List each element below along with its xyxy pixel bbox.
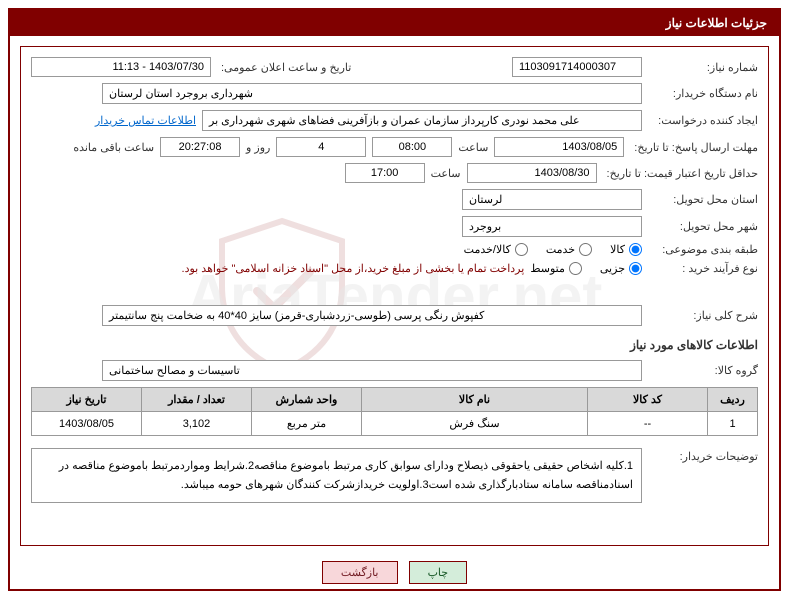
proc-motavaset-radio[interactable] [569, 262, 582, 275]
main-container: جزئیات اطلاعات نیاز AriaTender.net شماره… [8, 8, 781, 591]
td-qty: 3,102 [142, 412, 252, 436]
process-radio-group: جزیی متوسط [530, 262, 642, 275]
process-note: پرداخت تمام یا بخشی از مبلغ خرید،از محل … [182, 262, 525, 275]
th-code: کد کالا [588, 388, 708, 412]
saat-label-1: ساعت [458, 141, 488, 154]
min-validity-time: 17:00 [345, 163, 425, 183]
delivery-province-value: لرستان [462, 189, 642, 210]
content-panel: AriaTender.net شماره نیاز: 1103091714000… [20, 46, 769, 546]
proc-motavaset-option[interactable]: متوسط [530, 262, 582, 275]
td-code: -- [588, 412, 708, 436]
category-radio-group: کالا خدمت کالا/خدمت [464, 243, 642, 256]
delivery-city-label: شهر محل تحویل: [648, 220, 758, 233]
deadline-send-label: مهلت ارسال پاسخ: تا تاریخ: [630, 141, 758, 154]
td-name: سنگ فرش [362, 412, 588, 436]
requester-value: علی محمد نودری کارپرداز سازمان عمران و ب… [202, 110, 642, 131]
cat-kalakhedmat-radio[interactable] [515, 243, 528, 256]
th-row: ردیف [708, 388, 758, 412]
proc-jozi-option[interactable]: جزیی [600, 262, 642, 275]
min-validity-label: حداقل تاریخ اعتبار قیمت: تا تاریخ: [603, 167, 758, 180]
td-unit: متر مربع [252, 412, 362, 436]
th-name: نام کالا [362, 388, 588, 412]
group-label: گروه کالا: [648, 364, 758, 377]
page-title: جزئیات اطلاعات نیاز [666, 16, 767, 30]
days-remain: 4 [276, 137, 366, 157]
need-no-label: شماره نیاز: [648, 61, 758, 74]
proc-jozi-radio[interactable] [629, 262, 642, 275]
requester-label: ایجاد کننده درخواست: [648, 114, 758, 127]
cat-kala-radio[interactable] [629, 243, 642, 256]
cat-khedmat-radio[interactable] [579, 243, 592, 256]
cat-kalakhedmat-option[interactable]: کالا/خدمت [464, 243, 528, 256]
announce-value: 1403/07/30 - 11:13 [31, 57, 211, 77]
buyer-notes-box: 1.کلیه اشخاص حقیقی یاحقوقی ذیصلاح ودارای… [31, 448, 642, 503]
delivery-province-label: استان محل تحویل: [648, 193, 758, 206]
buyer-org-value: شهرداری بروجرد استان لرستان [102, 83, 642, 104]
remain-label: ساعت باقی مانده [73, 141, 154, 154]
buyer-notes-label: توضیحات خریدار: [648, 444, 758, 463]
saat-label-2: ساعت [431, 167, 461, 180]
cat-khedmat-option[interactable]: خدمت [546, 243, 592, 256]
back-button[interactable]: بازگشت [322, 561, 398, 584]
roz-va-label: روز و [246, 141, 270, 154]
th-qty: تعداد / مقدار [142, 388, 252, 412]
goods-table: ردیف کد کالا نام کالا واحد شمارش تعداد /… [31, 387, 758, 436]
process-label: نوع فرآیند خرید : [648, 262, 758, 275]
announce-label: تاریخ و ساعت اعلان عمومی: [217, 61, 351, 74]
buyer-org-label: نام دستگاه خریدار: [648, 87, 758, 100]
goods-section-title: اطلاعات کالاهای مورد نیاز [31, 338, 758, 352]
td-date: 1403/08/05 [32, 412, 142, 436]
button-bar: چاپ بازگشت [10, 561, 779, 584]
td-idx: 1 [708, 412, 758, 436]
category-label: طبقه بندی موضوعی: [648, 243, 758, 256]
page-header: جزئیات اطلاعات نیاز [10, 10, 779, 36]
time-remain: 20:27:08 [160, 137, 240, 157]
delivery-city-value: بروجرد [462, 216, 642, 237]
deadline-send-time: 08:00 [372, 137, 452, 157]
general-desc-label: شرح کلی نیاز: [648, 309, 758, 322]
group-value: تاسیسات و مصالح ساختمانی [102, 360, 642, 381]
th-unit: واحد شمارش [252, 388, 362, 412]
min-validity-date: 1403/08/30 [467, 163, 597, 183]
need-no-value: 1103091714000307 [512, 57, 642, 77]
print-button[interactable]: چاپ [409, 561, 468, 584]
general-desc-value: کفپوش رنگی پرسی (طوسی-زردشباری-قرمز) سای… [102, 305, 642, 326]
contact-buyer-link[interactable]: اطلاعات تماس خریدار [95, 114, 196, 127]
deadline-send-date: 1403/08/05 [494, 137, 624, 157]
table-row: 1 -- سنگ فرش متر مربع 3,102 1403/08/05 [32, 412, 758, 436]
table-header-row: ردیف کد کالا نام کالا واحد شمارش تعداد /… [32, 388, 758, 412]
th-date: تاریخ نیاز [32, 388, 142, 412]
cat-kala-option[interactable]: کالا [610, 243, 642, 256]
